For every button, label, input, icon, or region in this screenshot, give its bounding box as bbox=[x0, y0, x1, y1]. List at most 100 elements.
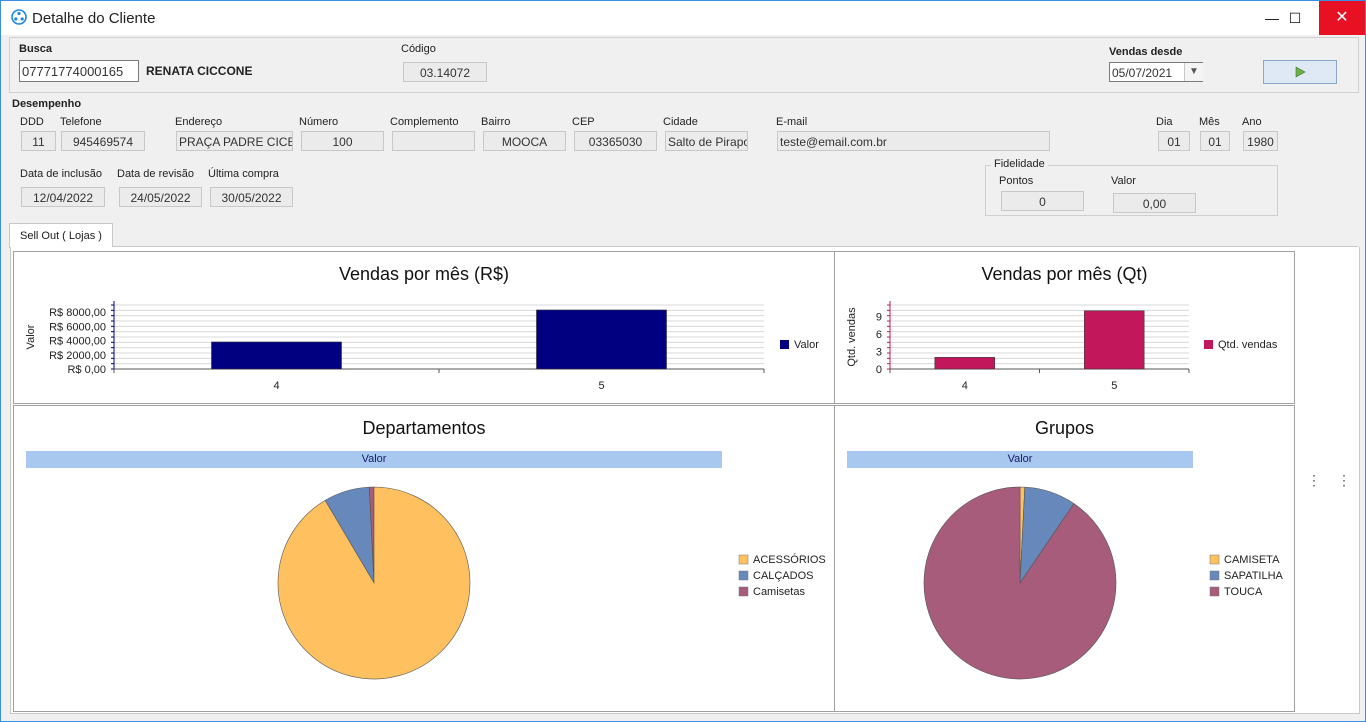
legend-label: Camisetas bbox=[753, 586, 805, 598]
legend-label: TOUCA bbox=[1224, 586, 1263, 598]
chart-title: Vendas por mês (R$) bbox=[338, 264, 510, 284]
chart-vendas-valor: Vendas por mês (R$) R$ 0,00 R$ 2000,00 R$ … bbox=[13, 251, 835, 404]
ultima-compra-label: Última compra bbox=[208, 168, 279, 180]
endereco-field: PRAÇA PADRE CICERO bbox=[176, 131, 293, 151]
mes-field: 01 bbox=[1200, 131, 1230, 151]
data-revisao-label: Data de revisão bbox=[117, 168, 195, 180]
chart-title: Vendas por mês (Qt) bbox=[981, 264, 1148, 284]
play-icon bbox=[1295, 66, 1306, 78]
y-tick-label: R$ 8000,00 bbox=[49, 307, 106, 319]
splitter-grip-icon[interactable]: ⋮ bbox=[1307, 472, 1321, 488]
pontos-field: 0 bbox=[1001, 191, 1084, 211]
y-axis-label: Valor bbox=[25, 324, 37, 349]
chart-vendas-qtd-svg: 0 3 6 9 Qtd. vendas 4 5 Qtd. vendas bbox=[846, 301, 1278, 392]
chart-title: Grupos bbox=[1034, 418, 1095, 438]
ddd-label: DDD bbox=[20, 116, 44, 128]
legend-swatch bbox=[1209, 570, 1220, 581]
bar bbox=[934, 357, 995, 370]
chart-vendas-qtd: Vendas por mês (Qt) 0 3 6 9 Qtd. vendas 4 5 Qtd… bbox=[834, 251, 1295, 404]
pie-slice bbox=[277, 486, 471, 680]
close-button[interactable]: ✕ bbox=[1319, 1, 1365, 35]
pie-header: Valor bbox=[26, 451, 722, 468]
y-tick-label: R$ 2000,00 bbox=[49, 350, 106, 362]
bar bbox=[211, 341, 342, 370]
ano-label: Ano bbox=[1242, 116, 1262, 128]
y-tick-label: R$ 6000,00 bbox=[49, 321, 106, 333]
cep-label: CEP bbox=[572, 116, 595, 128]
legend-swatch bbox=[1209, 554, 1220, 565]
y-axis-label: Qtd. vendas bbox=[846, 307, 858, 367]
dia-label: Dia bbox=[1156, 116, 1173, 128]
chart-departamentos: Departamentos Valor ACESSÓRIOS CALÇADOS Ca… bbox=[13, 405, 835, 712]
y-tick-label: R$ 4000,00 bbox=[49, 336, 106, 348]
chart-grupos: Grupos Valor CAMISETA SAPATILHA TOUCA bbox=[834, 405, 1295, 712]
cidade-field: Salto de Pirapora bbox=[665, 131, 748, 151]
dia-field: 01 bbox=[1158, 131, 1190, 151]
splitter-grip-icon[interactable]: ⋮ bbox=[1337, 472, 1351, 488]
fidelidade-valor-field: 0,00 bbox=[1113, 193, 1196, 213]
y-tick-label: 3 bbox=[876, 347, 882, 359]
legend-label: SAPATILHA bbox=[1224, 570, 1284, 582]
email-label: E-mail bbox=[776, 116, 808, 128]
numero-field: 100 bbox=[301, 131, 384, 151]
legend-label: Valor bbox=[794, 339, 819, 351]
x-tick-label: 4 bbox=[962, 380, 968, 392]
ddd-field: 11 bbox=[21, 131, 56, 151]
chart-vendas-valor-svg: R$ 0,00 R$ 2000,00 R$ 4000,00 R$ 6000,00 R$ … bbox=[25, 301, 819, 392]
tab-strip-line bbox=[9, 246, 1358, 247]
bairro-label: Bairro bbox=[481, 116, 511, 128]
telefone-field: 945469574 bbox=[61, 131, 145, 151]
mes-label: Mês bbox=[1199, 116, 1220, 128]
chart-title: Departamentos bbox=[362, 418, 486, 438]
minimize-button[interactable]: — bbox=[1265, 10, 1279, 26]
complemento-label: Complemento bbox=[390, 116, 459, 128]
vendas-desde-datepicker[interactable]: 05/07/2021 bbox=[1109, 62, 1203, 82]
title-bar: Detalhe do Cliente — ☐ ✕ bbox=[1, 1, 1365, 35]
endereco-label: Endereço bbox=[175, 116, 223, 128]
y-tick-label: R$ 0,00 bbox=[67, 364, 106, 376]
bairro-field: MOOCA bbox=[483, 131, 566, 151]
maximize-button[interactable]: ☐ bbox=[1288, 10, 1302, 26]
email-field: teste@email.com.br bbox=[777, 131, 1050, 151]
numero-label: Número bbox=[299, 116, 339, 128]
chart-departamentos-svg: ACESSÓRIOS CALÇADOS Camisetas bbox=[277, 486, 826, 680]
busca-label: Busca bbox=[19, 43, 53, 55]
legend-swatch bbox=[1204, 340, 1213, 349]
y-tick-label: 0 bbox=[876, 364, 882, 376]
ano-field: 1980 bbox=[1243, 131, 1278, 151]
fidelidade-group bbox=[985, 165, 1278, 216]
legend-swatch bbox=[780, 340, 789, 349]
window-title: Detalhe do Cliente bbox=[32, 10, 156, 27]
x-tick-label: 4 bbox=[273, 380, 279, 392]
fidelidade-label: Fidelidade bbox=[991, 158, 1048, 170]
legend-swatch bbox=[738, 554, 749, 565]
bar bbox=[536, 309, 667, 370]
y-tick-label: 6 bbox=[876, 329, 882, 341]
legend-label: CALÇADOS bbox=[753, 570, 814, 582]
client-name: RENATA CICCONE bbox=[146, 64, 253, 78]
chevron-down-icon[interactable]: ▼ bbox=[1184, 63, 1203, 81]
legend-label: Qtd. vendas bbox=[1218, 339, 1278, 351]
legend-swatch bbox=[738, 586, 749, 597]
legend-label: ACESSÓRIOS bbox=[753, 553, 826, 566]
x-tick-label: 5 bbox=[598, 380, 604, 392]
codigo-field: 03.14072 bbox=[403, 62, 487, 82]
legend-label: CAMISETA bbox=[1224, 554, 1280, 566]
pontos-label: Pontos bbox=[999, 175, 1034, 187]
codigo-label: Código bbox=[401, 43, 436, 55]
app-icon bbox=[11, 9, 27, 25]
telefone-label: Telefone bbox=[60, 116, 102, 128]
legend-swatch bbox=[1209, 586, 1220, 597]
pie-slice bbox=[923, 486, 1117, 680]
cep-field: 03365030 bbox=[574, 131, 657, 151]
desempenho-label: Desempenho bbox=[12, 98, 82, 110]
complemento-field bbox=[392, 131, 475, 151]
run-button[interactable] bbox=[1263, 60, 1337, 84]
tab-sell-out-lojas[interactable]: Sell Out ( Lojas ) bbox=[9, 223, 113, 248]
busca-input[interactable]: 07771774000165 bbox=[19, 60, 139, 82]
cidade-label: Cidade bbox=[663, 116, 698, 128]
pie-header: Valor bbox=[847, 451, 1193, 468]
data-inclusao-field: 12/04/2022 bbox=[21, 187, 105, 207]
chart-grupos-svg: CAMISETA SAPATILHA TOUCA bbox=[923, 486, 1284, 680]
